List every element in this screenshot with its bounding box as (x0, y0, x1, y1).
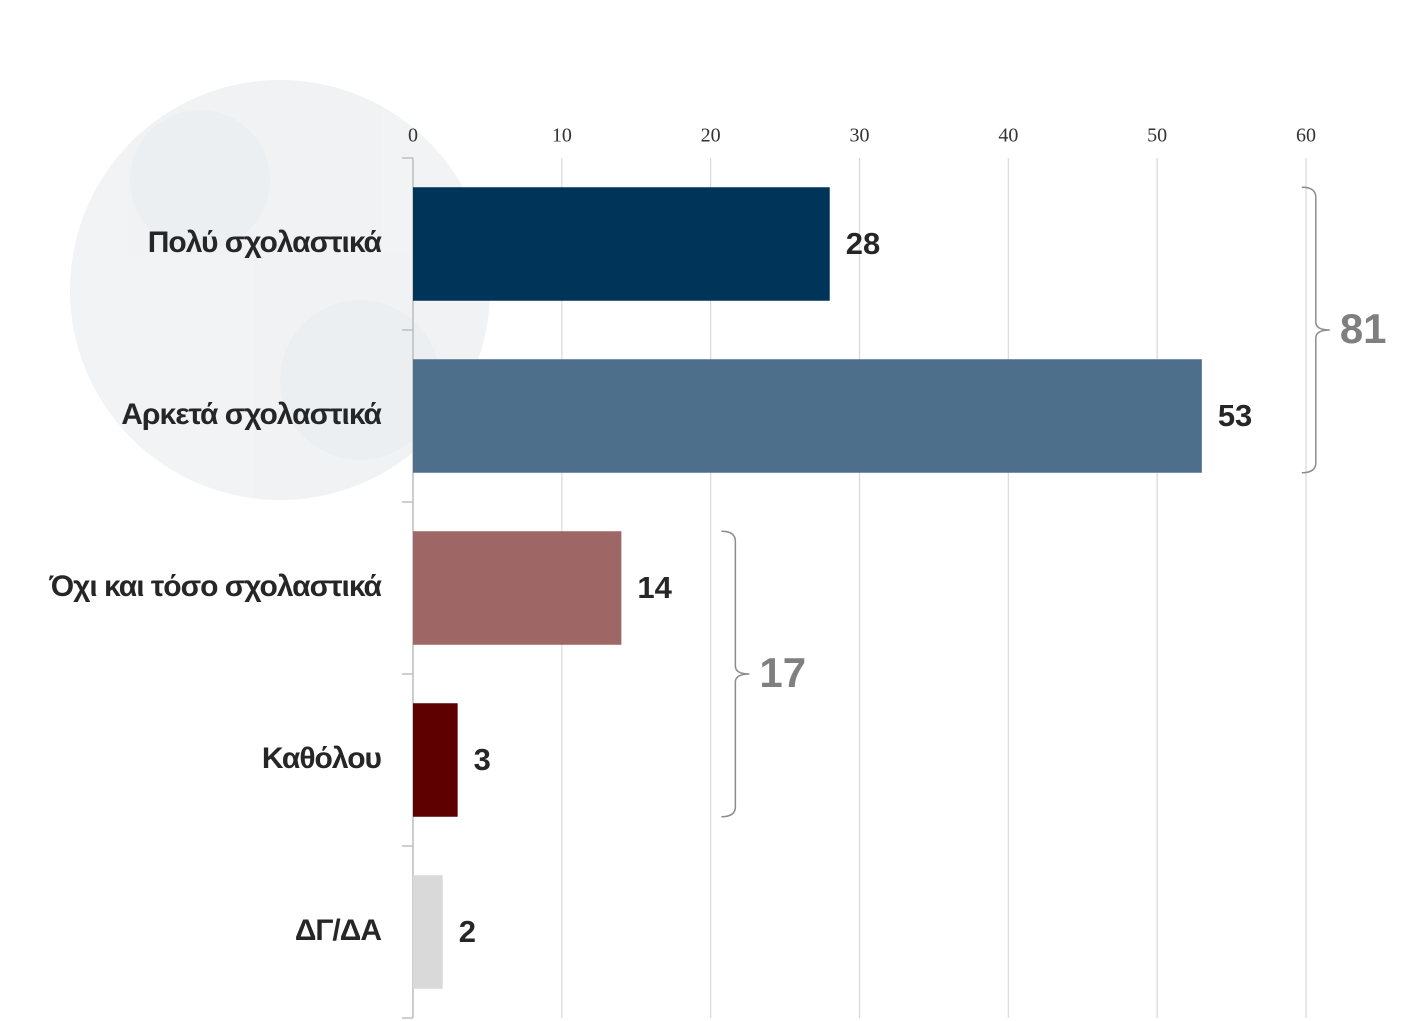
bracket (721, 531, 749, 817)
x-tick-label: 60 (1296, 125, 1316, 147)
x-tick-label: 50 (1147, 125, 1167, 147)
y-tick-label: Πολύ σχολαστικά (148, 226, 383, 259)
y-tick-label: Αρκετά σχολαστικά (121, 398, 382, 431)
bar (413, 703, 458, 817)
bar (413, 875, 443, 989)
y-tick-label: Όχι και τόσο σχολαστικά (48, 570, 382, 603)
bar (413, 359, 1202, 473)
y-tick-label: Καθόλου (262, 742, 382, 775)
chart: 0 10 20 30 40 50 60 Πολύ σχολαστικά 28 Αρκετά σχο… (0, 0, 1411, 1021)
x-tick-label: 0 (408, 125, 418, 147)
x-tick-label: 20 (701, 125, 721, 147)
value-label: 2 (459, 914, 476, 949)
value-label: 28 (846, 226, 880, 261)
group-total: 81 (1340, 305, 1387, 352)
value-label: 3 (474, 742, 491, 777)
value-label: 14 (637, 570, 672, 605)
bar (413, 531, 621, 645)
x-tick-label: 10 (552, 125, 572, 147)
value-label: 53 (1218, 398, 1252, 433)
bar (413, 187, 830, 301)
x-tick-label: 30 (850, 125, 870, 147)
x-tick-label: 40 (998, 125, 1018, 147)
group-total: 17 (759, 649, 806, 696)
y-tick-label: ΔΓ/ΔΑ (295, 914, 381, 947)
